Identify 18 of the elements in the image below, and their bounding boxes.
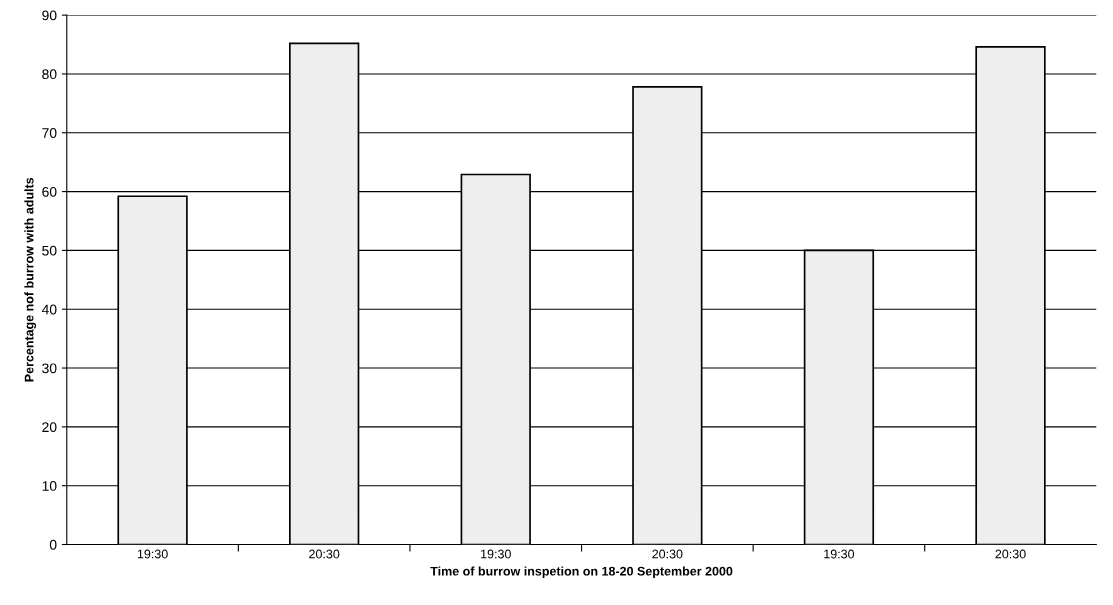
x-tick-label: 19:30 <box>824 549 855 559</box>
x-tick-label: 20:30 <box>309 549 340 559</box>
y-tick-label: 20 <box>42 422 57 433</box>
y-tick-label: 60 <box>42 186 57 197</box>
x-axis-title: Time of burrow inspetion on 18-20 September 2000 <box>430 566 733 579</box>
x-tick-label: 19:30 <box>137 549 168 559</box>
x-tick-label: 20:30 <box>995 549 1026 559</box>
y-tick-label: 50 <box>42 245 57 256</box>
y-tick-label: 90 <box>42 10 57 21</box>
x-tick-label: 19:30 <box>481 549 511 559</box>
y-tick-label: 10 <box>42 481 57 491</box>
y-tick-label: 70 <box>42 128 57 138</box>
y-tick-label: 40 <box>41 304 57 315</box>
y-axis-title: Percentage nof burrow with adults <box>24 177 37 382</box>
y-tick-label: 0 <box>49 539 57 550</box>
y-tick-label: 30 <box>42 363 57 374</box>
x-tick-label: 20:30 <box>652 549 683 559</box>
y-tick-label: 80 <box>42 69 57 80</box>
